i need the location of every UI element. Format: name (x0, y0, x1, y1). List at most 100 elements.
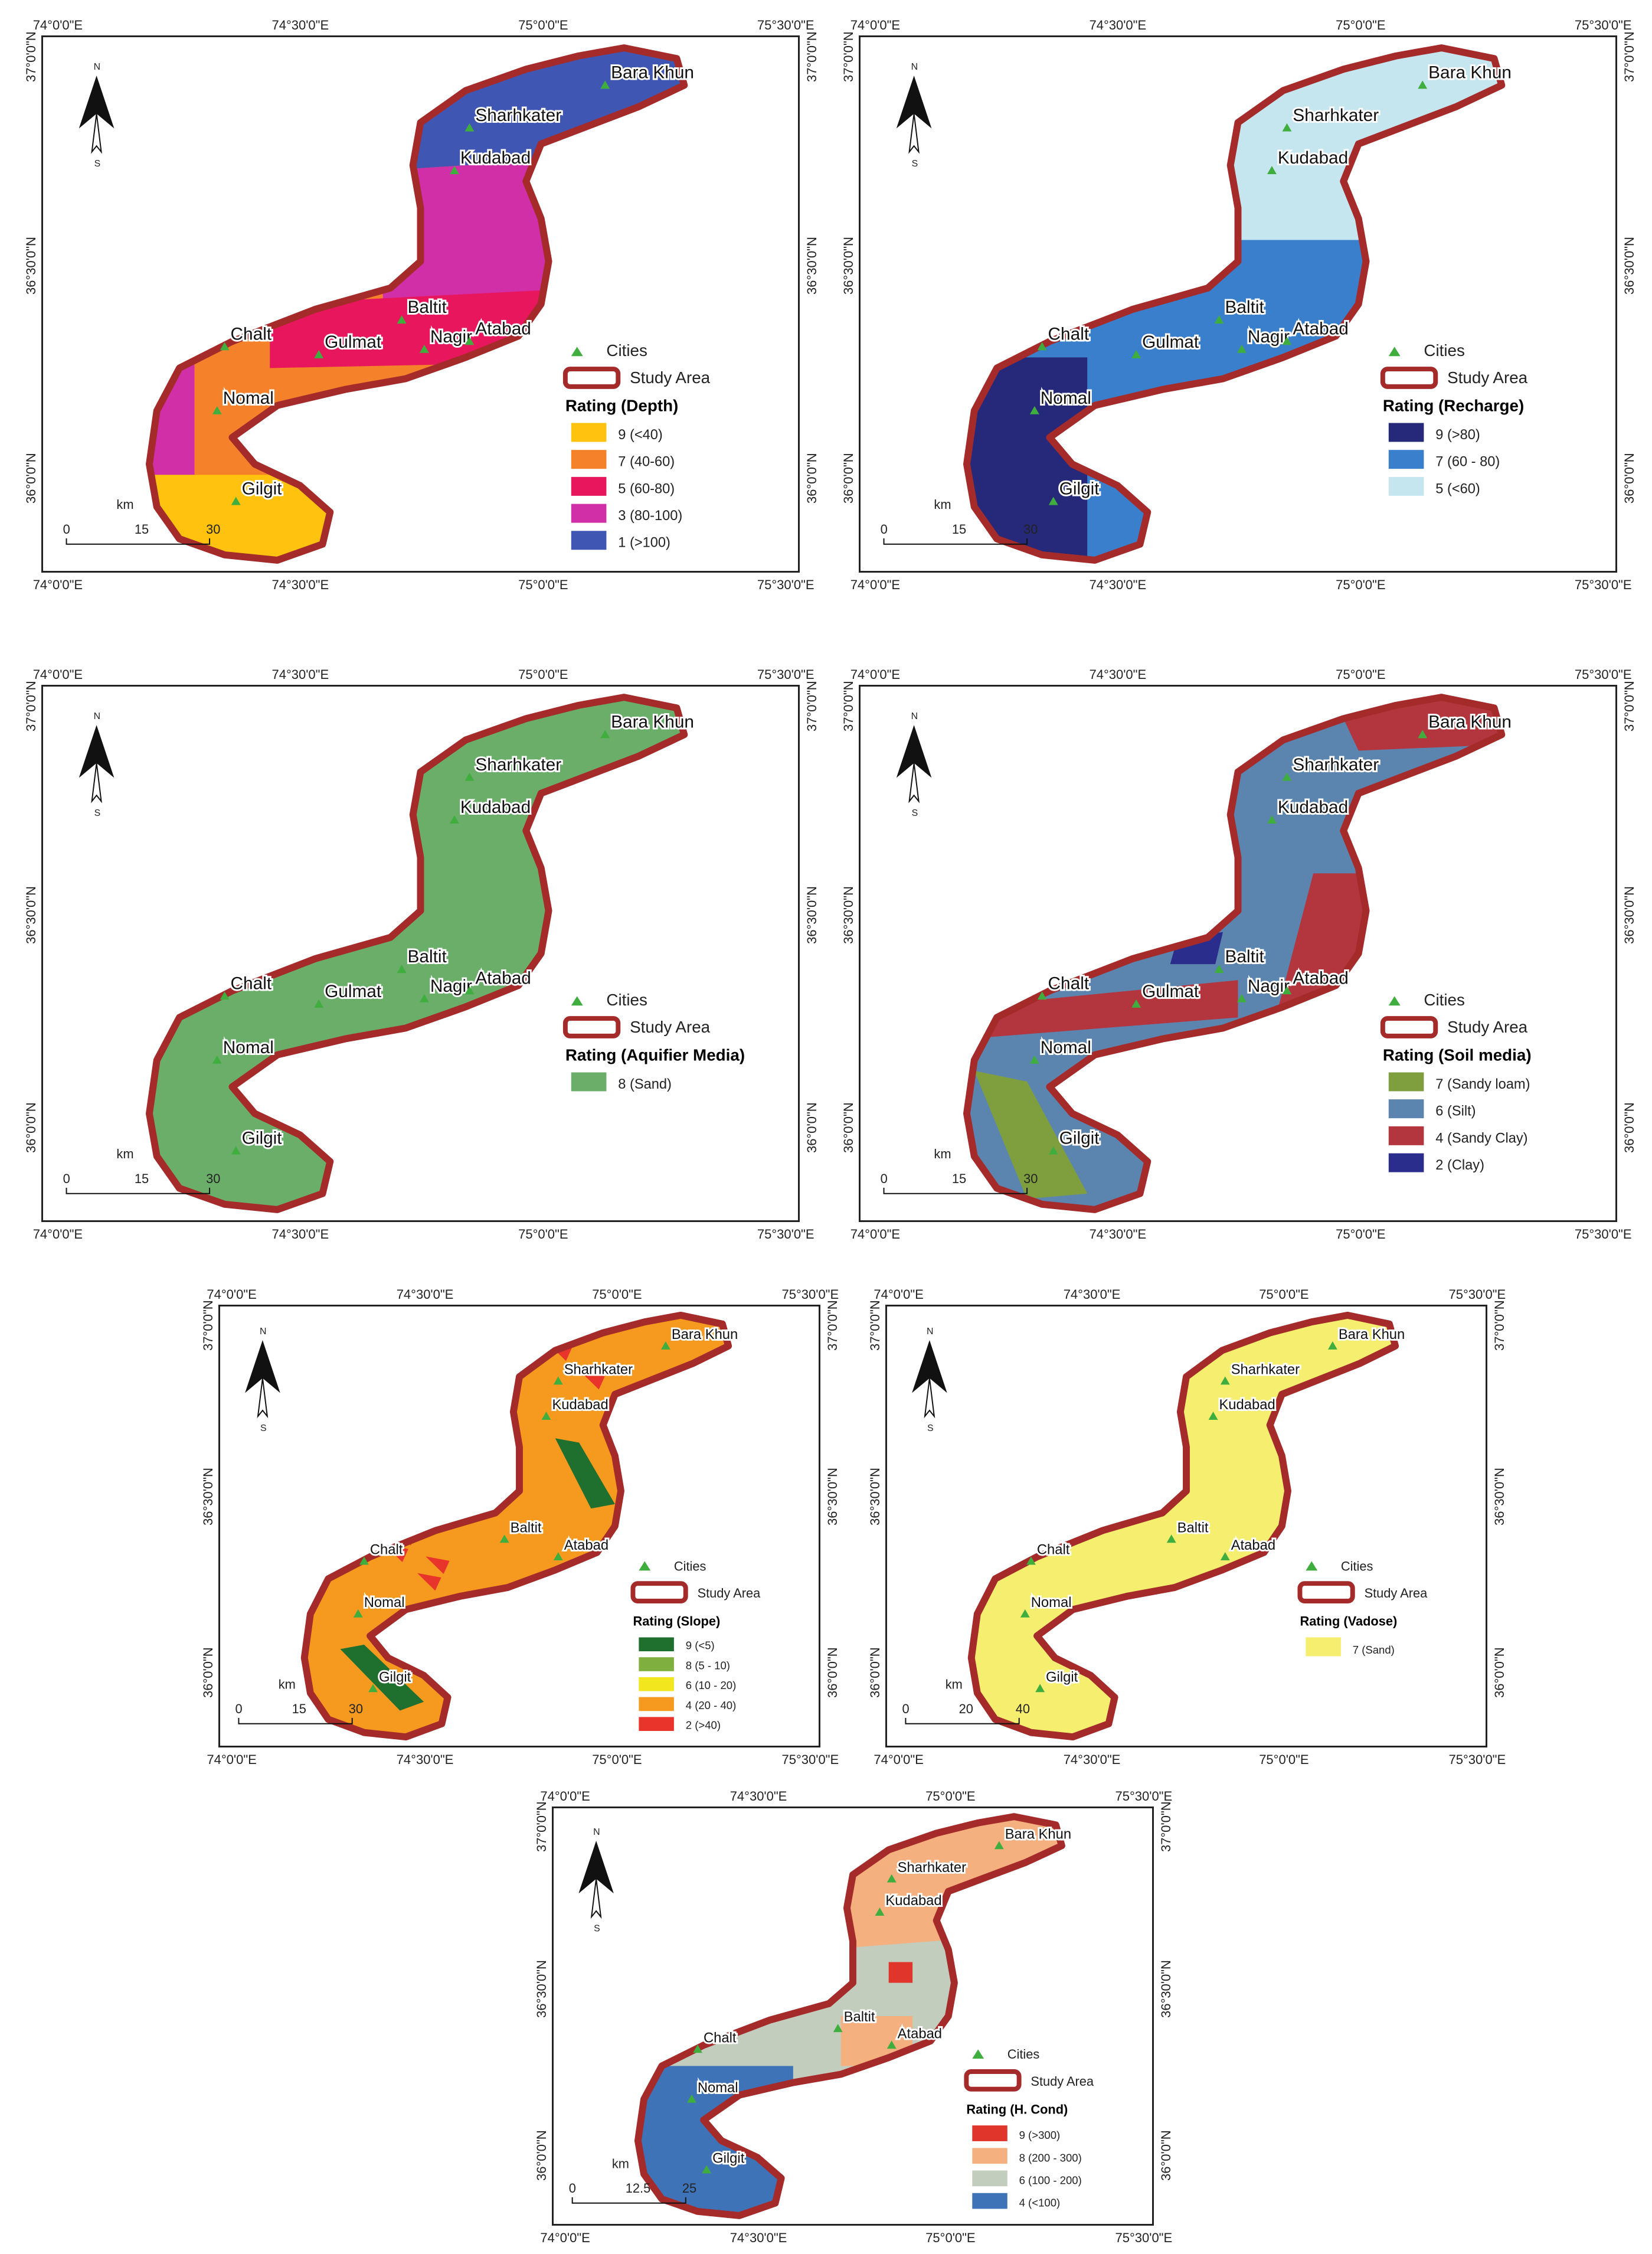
lat-tick-label: 37°0'0"N (24, 681, 38, 732)
lon-tick-label: 75°30'0"E (1448, 1287, 1506, 1302)
lon-tick-label: 75°0'0"E (1259, 1287, 1309, 1302)
city-marker-icon (1208, 1412, 1218, 1420)
south-label: S (94, 808, 101, 818)
legend-class-label: 7 (60 - 80) (1435, 455, 1500, 470)
legend-study-area-label: Study Area (630, 368, 711, 387)
lon-tick-label: 75°30'0"E (781, 1287, 839, 1302)
class-zone (270, 277, 685, 368)
class-zone (335, 1453, 359, 1472)
legend-class-label: 6 (Silt) (1435, 1104, 1476, 1119)
legend-swatch (639, 1717, 674, 1732)
class-zone (638, 1445, 662, 1464)
scale-bar (883, 538, 1028, 545)
city-label: Kudabad (460, 148, 531, 168)
city-marker-icon (600, 80, 610, 89)
lat-tick-label: 37°0'0"N (841, 681, 856, 732)
legend-swatch (1388, 1099, 1424, 1119)
lat-tick-label: 36°30'0"N (804, 886, 819, 944)
legend-class-label: 7 (Sand) (1353, 1644, 1395, 1656)
city-marker-icon (220, 342, 230, 351)
legend-swatch (639, 1657, 674, 1671)
city-label: Sharhkater (475, 106, 561, 125)
class-zone (802, 1684, 819, 1701)
city-marker-icon (994, 1841, 1004, 1850)
lon-tick-label: 74°30'0"E (396, 1752, 454, 1767)
legend-cities-label: Cities (1424, 991, 1465, 1009)
map-canvas: Bara Khun Sharhkater Kudabad Baltit Atabad Ch… (235, 1311, 819, 1746)
legend-swatch (571, 450, 607, 469)
city-marker-icon (314, 349, 324, 358)
scale-tick-label: 0 (235, 1701, 242, 1716)
city-marker-icon (1020, 1609, 1030, 1618)
north-label: N (911, 711, 918, 721)
class-zone (524, 1737, 547, 1746)
city-label: Nomal (364, 1595, 405, 1611)
scale-tick-label: 30 (349, 1701, 363, 1716)
lon-tick-label: 74°30'0"E (1089, 577, 1147, 592)
legend-class-label: 7 (Sandy loam) (1435, 1077, 1530, 1092)
lat-tick-label: 37°0'0"N (24, 31, 38, 83)
class-zone (974, 1070, 1088, 1199)
lat-tick-label: 36°0'0"N (1159, 2130, 1173, 2181)
lon-tick-label: 75°0'0"E (1336, 577, 1386, 592)
legend-class-label: 6 (10 - 20) (686, 1679, 737, 1691)
scale-tick-label: 15 (135, 522, 149, 537)
scale-tick-label: 15 (952, 1171, 966, 1186)
city-marker-icon (1236, 994, 1247, 1002)
city-label: Baltit (1177, 1520, 1209, 1536)
class-zone (450, 1601, 475, 1619)
city-label: Nomal (223, 1038, 274, 1057)
study-area-outline (145, 44, 688, 564)
legend-cities-icon (1388, 996, 1401, 1006)
scale-unit: km (279, 1677, 296, 1691)
study-area-outline (300, 1311, 732, 1741)
north-arrow-icon (896, 76, 932, 129)
lat-tick-label: 36°30'0"N (825, 1467, 840, 1525)
city-label: Atabad (475, 319, 531, 338)
south-label: S (912, 808, 918, 818)
lat-tick-label: 36°0'0"N (804, 1102, 819, 1154)
lon-tick-label: 74°0'0"E (32, 18, 83, 32)
class-zone (687, 1536, 711, 1554)
city-label: Atabad (1293, 319, 1348, 338)
city-marker-icon (1166, 1534, 1176, 1543)
study-area-outline (967, 1311, 1399, 1741)
class-zone (310, 1409, 335, 1427)
class-zone (662, 1491, 687, 1509)
city-label: Gilgit (242, 479, 283, 499)
north-label: N (911, 62, 918, 72)
north-label: N (94, 711, 100, 721)
lon-tick-label: 74°0'0"E (32, 1227, 83, 1242)
city-label: Gilgit (1046, 1669, 1078, 1685)
legend-class-label: 4 (<100) (1019, 2197, 1061, 2209)
class-zone (719, 1564, 729, 1583)
city-marker-icon (1267, 815, 1277, 824)
city-label: Gilgit (242, 1129, 283, 1148)
city-label: Gulmat (325, 332, 382, 352)
legend-study-area-label: Study Area (1031, 2074, 1094, 2089)
class-zone (441, 1618, 466, 1636)
city-marker-icon (499, 1534, 509, 1543)
city-marker-icon (1418, 80, 1428, 89)
city-marker-icon (600, 730, 610, 739)
map-panel-vadose: Bara Khun Sharhkater Kudabad Baltit Atabad Ch… (885, 1305, 1487, 1747)
scale-unit: km (612, 2156, 629, 2171)
lon-tick-label: 74°0'0"E (850, 577, 901, 592)
north-label: N (593, 1827, 600, 1837)
scale-bar (66, 1187, 211, 1194)
lon-tick-label: 75°0'0"E (1336, 1227, 1386, 1242)
south-label: S (594, 1924, 600, 1934)
lat-tick-label: 36°0'0"N (804, 453, 819, 504)
map-panel-hcond: Bara Khun Sharhkater Kudabad Baltit Atabad Ch… (552, 1807, 1154, 2226)
lat-tick-label: 36°30'0"N (1159, 1959, 1173, 2018)
city-marker-icon (1220, 1376, 1230, 1385)
lon-tick-label: 75°30'0"E (1448, 1752, 1506, 1767)
north-label: N (94, 62, 100, 72)
lon-tick-label: 75°0'0"E (1336, 18, 1386, 32)
lon-tick-label: 74°30'0"E (1089, 667, 1147, 682)
scale-tick-label: 12.5 (626, 2181, 650, 2196)
city-marker-icon (314, 999, 324, 1008)
